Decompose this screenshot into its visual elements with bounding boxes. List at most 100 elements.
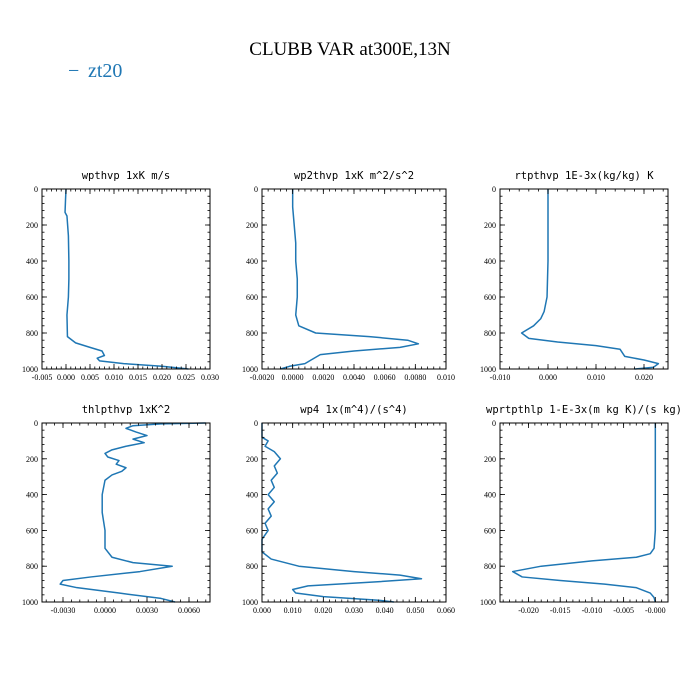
y-tick-label: 400 (484, 491, 496, 500)
x-tick-label: 0.0000 (282, 373, 304, 382)
panel-5: wp4 1x(m^4)/(s^4) 0.000 0.010 0.020 0.030 0.0… (242, 404, 455, 615)
y-tick-label: 0 (34, 419, 38, 428)
x-tick-label: -0.015 (550, 606, 571, 615)
y-tick-label: 1000 (22, 365, 38, 374)
y-tick-label: 400 (26, 491, 38, 500)
y-tick-label: 1000 (480, 365, 496, 374)
panel-title: wpthvp 1xK m/s (82, 170, 171, 182)
legend: − zt20 (68, 60, 122, 82)
y-tick-label: 400 (484, 257, 496, 266)
series-line (511, 423, 657, 603)
y-tick-label: 800 (246, 562, 258, 571)
legend-marker: − (68, 60, 79, 82)
x-tick-label: 0.000 (539, 373, 557, 382)
x-tick-label: -0.010 (582, 606, 603, 615)
y-tick-label: 200 (484, 221, 496, 230)
y-tick-label: 200 (246, 455, 258, 464)
panels-container: wpthvp 1xK m/s -0.005 0.000 0.005 0.010 0.015… (22, 170, 682, 615)
panel-6: wprtpthlp 1-E-3x(m kg K)/(s kg) -0.020 -0.… (480, 404, 682, 615)
legend-label: zt20 (88, 60, 122, 82)
y-tick-label: 1000 (22, 598, 38, 607)
x-tick-label: 0.040 (376, 606, 394, 615)
x-tick-label: -0.0020 (250, 373, 275, 382)
x-tick-label: 0.060 (437, 606, 455, 615)
x-tick-label: 0.0080 (404, 373, 426, 382)
panel-title: wprtpthlp 1-E-3x(m kg K)/(s kg) (486, 404, 682, 416)
x-tick-label: 0.0060 (374, 373, 396, 382)
y-tick-label: 200 (26, 221, 38, 230)
axes-frame (499, 422, 669, 603)
y-tick-label: 600 (246, 526, 258, 535)
x-tick-label: 0.0030 (136, 606, 158, 615)
x-tick-label: 0.030 (201, 373, 219, 382)
x-tick-label: 0.015 (129, 373, 147, 382)
x-tick-label: 0.050 (406, 606, 424, 615)
x-tick-label: 0.005 (81, 373, 99, 382)
y-tick-label: 800 (26, 562, 38, 571)
x-tick-label: -0.005 (613, 606, 634, 615)
y-tick-label: 0 (492, 419, 496, 428)
y-tick-label: 800 (484, 329, 496, 338)
x-tick-label: 0.010 (587, 373, 605, 382)
y-tick-label: 1000 (480, 598, 496, 607)
y-tick-label: 200 (246, 221, 258, 230)
series-line (59, 422, 206, 603)
x-tick-label: -0.005 (32, 373, 53, 382)
y-tick-label: 0 (254, 185, 258, 194)
x-tick-label: -0.0030 (51, 606, 76, 615)
y-tick-label: 200 (484, 455, 496, 464)
y-tick-label: 1000 (242, 598, 258, 607)
series-line (280, 189, 420, 370)
x-tick-label: 0.010 (284, 606, 302, 615)
y-tick-label: 0 (34, 185, 38, 194)
axes-frame (261, 422, 447, 603)
x-tick-label: 0.0040 (343, 373, 365, 382)
figure-title: CLUBB VAR at300E,13N (249, 39, 451, 60)
panel-1: wpthvp 1xK m/s -0.005 0.000 0.005 0.010 0.015… (22, 170, 219, 382)
x-tick-label: 0.0020 (312, 373, 334, 382)
y-tick-label: 400 (246, 257, 258, 266)
panel-3: rtpthvp 1E-3x(kg/kg) K -0.010 0.000 0.010 0.… (480, 170, 669, 382)
axes-frame (41, 422, 211, 603)
axes-frame (41, 188, 211, 370)
x-tick-label: 0.0060 (178, 606, 200, 615)
x-tick-label: -0.020 (518, 606, 539, 615)
panel-title: wp2thvp 1xK m^2/s^2 (294, 170, 414, 182)
x-tick-label: 0.0000 (94, 606, 116, 615)
y-tick-label: 800 (246, 329, 258, 338)
axes-frame (261, 188, 447, 370)
y-tick-label: 200 (26, 455, 38, 464)
x-tick-label: 0.000 (253, 606, 271, 615)
x-tick-label: -0.000 (645, 606, 666, 615)
x-tick-label: 0.010 (105, 373, 123, 382)
y-tick-label: 400 (246, 491, 258, 500)
y-tick-label: 600 (26, 526, 38, 535)
panel-title: rtpthvp 1E-3x(kg/kg) K (514, 170, 654, 182)
x-tick-label: 0.025 (177, 373, 195, 382)
x-tick-label: 0.000 (57, 373, 75, 382)
y-tick-label: 0 (492, 185, 496, 194)
y-tick-label: 600 (484, 526, 496, 535)
series-line (261, 423, 423, 603)
x-tick-label: 0.020 (314, 606, 332, 615)
y-tick-label: 600 (246, 293, 258, 302)
y-tick-label: 600 (26, 293, 38, 302)
x-tick-label: 0.010 (437, 373, 455, 382)
x-tick-label: 0.020 (153, 373, 171, 382)
y-tick-label: 800 (484, 562, 496, 571)
axes-frame (499, 188, 669, 370)
x-tick-label: 0.020 (635, 373, 653, 382)
series-line (520, 189, 660, 370)
panel-title: thlpthvp 1xK^2 (82, 404, 171, 416)
y-tick-label: 0 (254, 419, 258, 428)
panel-4: thlpthvp 1xK^2 -0.0030 0.0000 0.0030 0.0060 0… (22, 404, 211, 615)
panel-2: wp2thvp 1xK m^2/s^2 -0.0020 0.0000 0.0020 0.… (242, 170, 455, 382)
y-tick-label: 1000 (242, 365, 258, 374)
x-tick-label: -0.010 (490, 373, 511, 382)
panel-title: wp4 1x(m^4)/(s^4) (300, 404, 407, 416)
y-tick-label: 600 (484, 293, 496, 302)
y-tick-label: 400 (26, 257, 38, 266)
y-tick-label: 800 (26, 329, 38, 338)
series-line (64, 188, 189, 370)
